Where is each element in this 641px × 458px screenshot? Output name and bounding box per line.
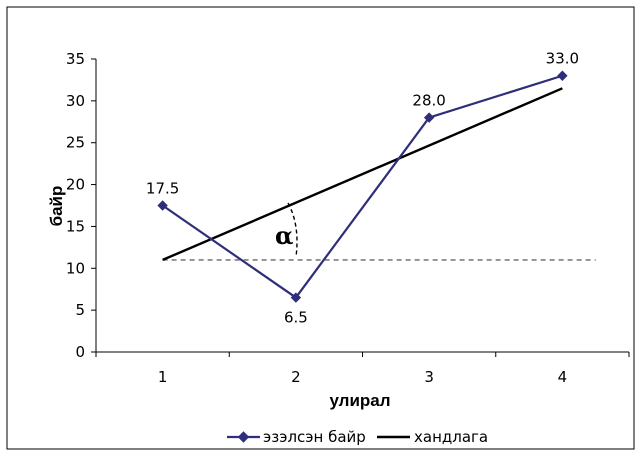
y-tick-label: 5 — [75, 301, 85, 319]
x-tick-label: 4 — [558, 368, 568, 386]
y-axis-title: байр — [47, 186, 66, 227]
data-point-label: 33.0 — [546, 50, 579, 68]
series-markers — [157, 70, 568, 303]
data-point-label: 28.0 — [412, 92, 445, 110]
chart-border — [6, 6, 635, 450]
x-axis-ticks: 1 2 3 4 — [95, 352, 630, 386]
angle-arc — [287, 202, 298, 258]
y-axis-ticks: 0 5 10 15 20 25 30 35 — [66, 50, 96, 361]
data-point-marker — [157, 200, 168, 211]
legend-label-series: эзэлсэн байр — [263, 428, 366, 446]
y-tick-label: 15 — [66, 217, 85, 235]
legend-label-trend: хандлага — [414, 428, 488, 446]
data-point-marker — [557, 70, 568, 81]
data-point-label: 6.5 — [284, 309, 308, 327]
trend-line — [162, 87, 563, 262]
legend: эзэлсэн байр хандлага — [227, 428, 488, 446]
data-point-marker — [423, 112, 435, 123]
data-point-label: 17.5 — [146, 180, 179, 198]
x-tick-label: 3 — [424, 368, 434, 386]
y-tick-label: 10 — [66, 259, 85, 277]
data-point-marker — [290, 292, 302, 303]
x-tick-label: 1 — [158, 368, 168, 386]
data-labels: 17.5 6.5 28.0 33.0 — [146, 50, 579, 327]
y-tick-label: 0 — [75, 343, 85, 361]
y-tick-label: 20 — [66, 176, 85, 194]
legend-diamond-marker — [237, 431, 250, 443]
y-tick-label: 35 — [66, 50, 85, 68]
y-tick-label: 30 — [66, 92, 85, 110]
x-tick-label: 2 — [291, 368, 301, 386]
y-tick-label: 25 — [66, 134, 85, 152]
angle-alpha-label: α — [275, 221, 293, 250]
x-axis-title: улирал — [329, 391, 390, 410]
series-line — [161, 74, 563, 300]
